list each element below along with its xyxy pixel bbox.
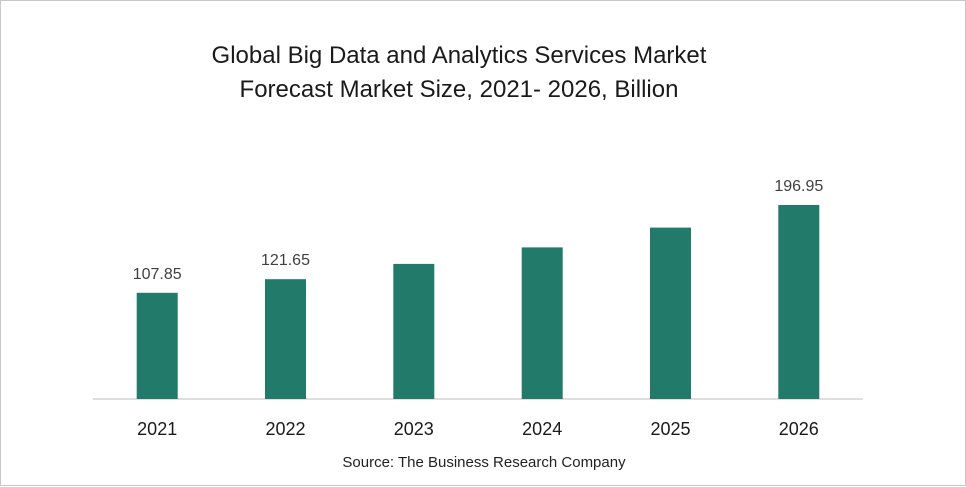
data-label-2021: 107.85 [133, 266, 182, 283]
chart-title-line-1: Global Big Data and Analytics Services M… [211, 42, 707, 69]
bar-2022 [265, 279, 306, 399]
x-tick-label-2021: 2021 [137, 419, 177, 439]
bar-2024 [521, 247, 563, 399]
x-tick-label-2026: 2026 [779, 419, 819, 439]
x-tick-label-2022: 2022 [265, 419, 305, 439]
bar-2023 [393, 263, 435, 399]
chart-title: Global Big Data and Analytics Services M… [1, 39, 917, 107]
data-label-2022: 121.65 [261, 252, 310, 269]
x-tick-label-2024: 2024 [522, 419, 562, 439]
bar-2026 [778, 205, 820, 399]
source-note: Source: The Business Research Company [342, 454, 626, 471]
x-tick-label-2023: 2023 [394, 419, 434, 439]
data-label-2026: 196.95 [774, 178, 823, 195]
x-tick-label-2025: 2025 [650, 419, 690, 439]
bar-2025 [650, 227, 691, 399]
bar-2021 [136, 292, 178, 399]
chart-title-line-2: Forecast Market Size, 2021- 2026, Billio… [239, 76, 679, 103]
